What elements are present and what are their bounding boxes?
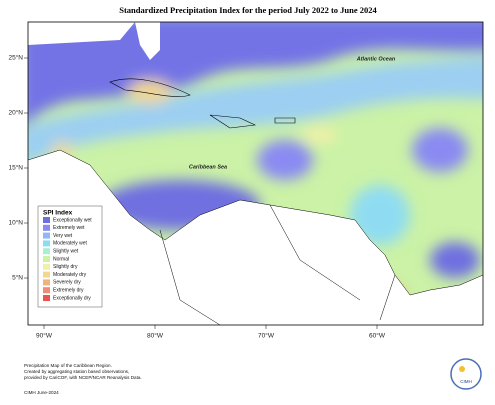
spi-field — [28, 22, 483, 325]
logo-text: CIMH — [460, 379, 472, 384]
footer: Precipitation Map of the Caribbean Regio… — [24, 363, 142, 380]
legend-label: Exceptionally wet — [53, 217, 92, 223]
legend-label: Moderately wet — [53, 241, 88, 247]
legend-swatch — [43, 240, 50, 247]
lat-label: 20°N — [8, 109, 23, 117]
legend-title: SPI Index — [43, 210, 73, 217]
lat-label: 25°N — [8, 54, 23, 62]
legend-label: Extremely wet — [53, 225, 85, 231]
legend-label: Extremely dry — [53, 288, 84, 294]
legend-swatch — [43, 256, 50, 262]
lon-label: 80°W — [147, 332, 164, 340]
legend-swatch — [43, 248, 50, 255]
legend: SPI Index Exceptionally wet Extremely wet… — [37, 205, 103, 308]
legend-swatch — [43, 263, 50, 270]
legend-label: Slightly wet — [53, 249, 79, 255]
legend-label: Normal — [53, 256, 69, 262]
wet-zone — [350, 185, 410, 245]
footer-line: Created by aggregating station based obs… — [24, 369, 129, 374]
island-outline — [109, 78, 296, 129]
dry-zone — [302, 127, 338, 143]
dry-zone — [128, 80, 172, 104]
logo-circle — [450, 358, 482, 390]
map-frame — [27, 21, 484, 326]
title: Standardized Precipitation Index for the… — [119, 5, 377, 15]
borders — [28, 149, 483, 325]
land — [135, 22, 160, 60]
logo-sun — [459, 366, 465, 372]
sea-label: Caribbean Sea — [189, 164, 227, 170]
footer-line: provided by CariCOF, with NCEP/NCAR Rean… — [24, 375, 142, 380]
wet-zone — [412, 128, 468, 172]
credit: CIMH June-2024 — [24, 390, 59, 395]
wet-zone — [28, 56, 483, 166]
legend-swatch — [43, 271, 50, 278]
legend-swatch — [43, 295, 50, 301]
legend-swatch — [43, 217, 50, 223]
ocean-label: Atlantic Ocean — [356, 56, 396, 62]
legend-label: Very wet — [53, 233, 73, 239]
lon-label: 90°W — [36, 332, 53, 340]
land — [28, 22, 135, 45]
legend-swatch — [43, 287, 50, 294]
lon-label: 70°W — [258, 332, 275, 340]
lat-labels: 25°N 20°N 15°N 10°N 5°N — [8, 54, 28, 282]
land — [28, 150, 483, 325]
lat-label: 15°N — [8, 164, 23, 172]
legend-label: Exceptionally dry — [53, 295, 91, 301]
legend-label: Severely dry — [53, 280, 81, 286]
legend-swatch — [43, 224, 50, 231]
lat-label: 5°N — [12, 274, 23, 282]
legend-swatch — [43, 279, 50, 286]
legend-swatch — [43, 232, 50, 239]
wet-zone — [257, 140, 313, 180]
lon-labels: 90°W 80°W 70°W 60°W — [36, 325, 386, 340]
wet-zone — [430, 242, 480, 278]
footer-line: Precipitation Map of the Caribbean Regio… — [24, 363, 112, 368]
legend-label: Slightly dry — [53, 264, 78, 270]
legend-label: Moderately dry — [53, 272, 87, 278]
lat-label: 10°N — [8, 219, 23, 227]
lon-label: 60°W — [369, 332, 386, 340]
